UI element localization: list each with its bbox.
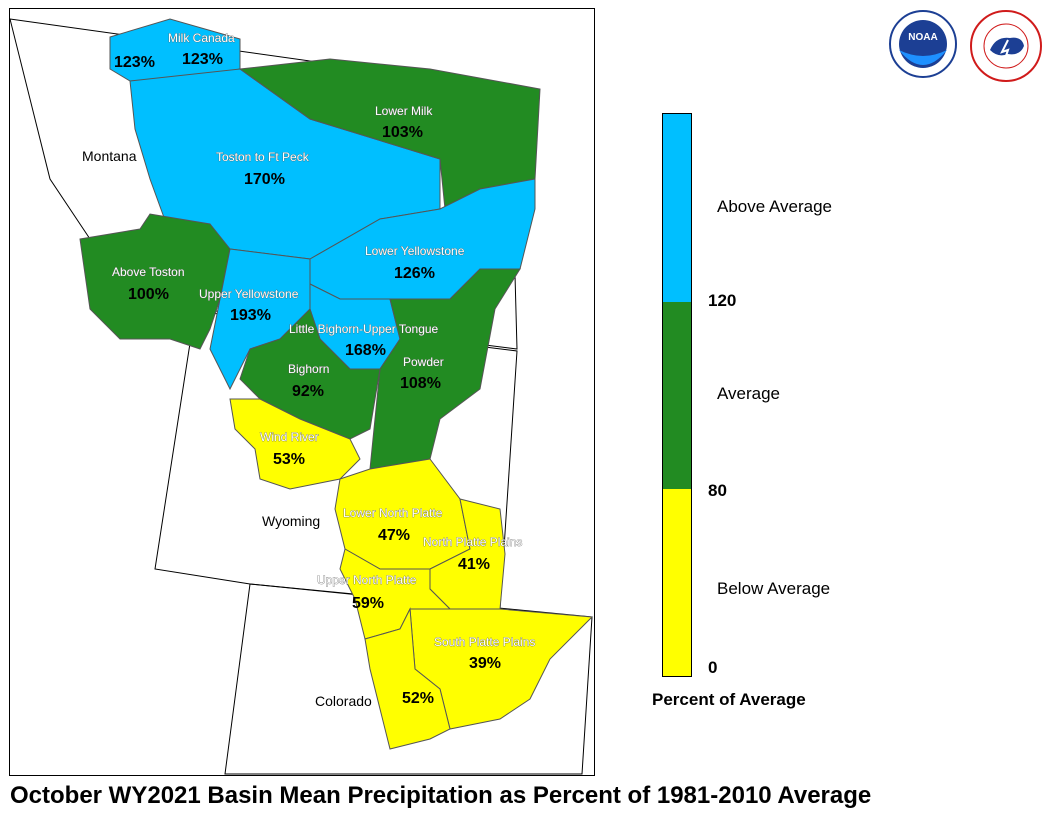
basin-name-toston-to-ft-peck: Toston to Ft Peck [216,150,310,164]
basin-name-above-toston: Above Toston [112,265,185,279]
page-title: October WY2021 Basin Mean Precipitation … [10,782,872,809]
basin-pct-milk-canada: 123% [182,51,223,68]
basin-south-platte-upper[interactable] [364,607,451,750]
basin-map: Montana Wyoming Colorado Milk Canada 123… [9,8,595,776]
state-label-colorado: Colorado [315,693,372,709]
legend-swatch-average [663,302,691,489]
basin-name-lower-north-platte: Lower North Platte [343,506,443,520]
legend-swatch-above [663,114,691,302]
basin-name-powder: Powder [403,355,444,369]
map-canvas: Montana Wyoming Colorado Milk Canada 123… [10,18,594,775]
basin-pct-above-toston: 100% [128,286,169,303]
legend-label-below: Below Average [717,579,831,598]
basin-name-upper-north-platte: Upper North Platte [317,573,417,587]
basin-pct-bighorn: 92% [292,383,324,400]
legend-swatch-below [663,489,691,676]
basin-name-lower-milk: Lower Milk [375,104,433,118]
basin-labels: Milk Canada 123% 123% Lower Milk 103% To… [112,31,536,707]
basin-pct-milk-canada-west: 123% [114,54,155,71]
legend-color-bar [662,113,692,677]
noaa-logo-text: NOAA [908,32,937,43]
basin-name-lower-yellowstone: Lower Yellowstone [365,244,465,258]
basin-pct-lower-yellowstone: 126% [394,265,435,282]
basin-pct-upper-north-platte: 59% [352,595,384,612]
basin-pct-south-platte-plains: 39% [469,655,501,672]
state-label-montana: Montana [82,148,137,164]
legend-tick-80: 80 [708,481,727,500]
nws-logo [970,10,1042,87]
basin-pct-wind-river: 53% [273,451,305,468]
state-label-wyoming: Wyoming [262,513,320,529]
legend-label-average: Average [717,384,781,403]
basin-name-milk-canada: Milk Canada [168,31,235,45]
basin-name-north-platte-plains: North Platte Plains [423,535,522,549]
legend-tick-120: 120 [708,291,737,310]
basin-pct-north-platte-plains: 41% [458,556,490,573]
basin-pct-toston-to-ft-peck: 170% [244,171,285,188]
basin-pct-south-platte-upper: 52% [402,690,434,707]
basin-pct-lower-milk: 103% [382,124,423,141]
legend-tick-0: 0 [708,658,718,677]
legend-label-above: Above Average [717,197,832,216]
basin-above-toston[interactable] [79,213,231,350]
basin-name-wind-river: Wind River [260,430,319,444]
basin-name-upper-yellowstone: Upper Yellowstone [199,287,299,301]
basin-pct-powder: 108% [400,375,441,392]
basin-pct-little-bighorn-upper-tongue: 168% [345,342,386,359]
legend-title: Percent of Average [652,690,806,709]
basin-pct-lower-north-platte: 47% [378,527,410,544]
basin-powder[interactable] [369,268,521,470]
noaa-logo: NOAA [889,10,957,83]
basin-pct-upper-yellowstone: 193% [230,307,271,324]
basin-name-south-platte-plains: South Platte Plains [434,635,535,649]
basin-name-little-bighorn-upper-tongue: Little Bighorn-Upper Tongue [289,322,439,336]
basin-name-bighorn: Bighorn [288,362,329,376]
